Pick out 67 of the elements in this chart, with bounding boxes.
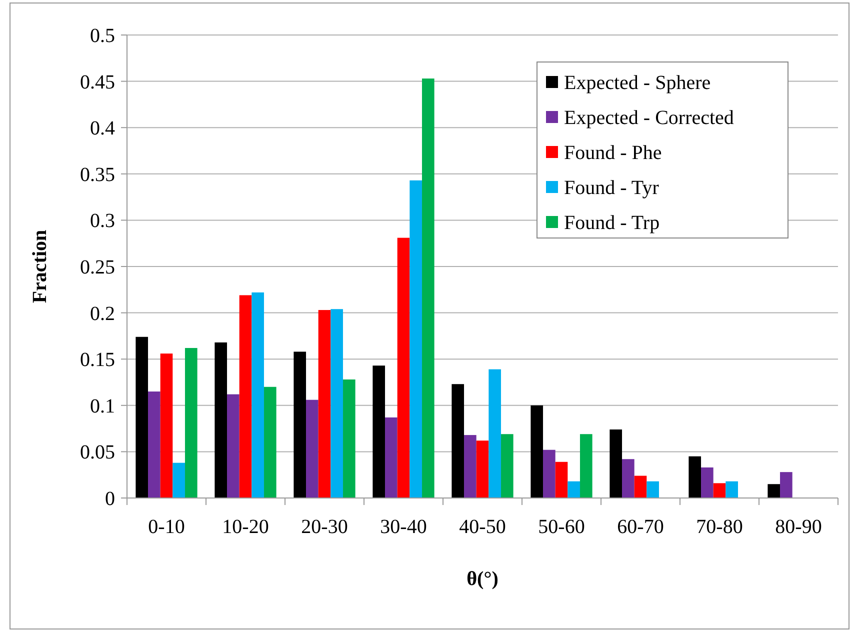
bar [385, 417, 398, 498]
x-tick-label: 70-80 [696, 516, 743, 538]
bar [410, 180, 422, 498]
legend-label: Found - Phe [564, 142, 662, 164]
x-tick-label: 50-60 [538, 516, 585, 538]
y-tick-label: 0.5 [90, 25, 115, 47]
x-tick-label: 0-10 [148, 516, 185, 538]
bar [160, 354, 173, 498]
bar [172, 462, 185, 498]
bar [252, 292, 264, 498]
y-tick-label: 0.35 [80, 164, 115, 186]
bar [543, 450, 556, 498]
legend-label: Found - Tyr [564, 177, 660, 199]
bar [634, 476, 647, 498]
y-tick-label: 0.15 [80, 349, 115, 372]
legend-label: Found - Trp [564, 212, 660, 234]
bar [372, 366, 386, 498]
bar [397, 238, 410, 498]
bar [294, 352, 306, 498]
y-tick-label: 0.2 [90, 302, 115, 325]
x-tick-label: 10-20 [222, 516, 269, 538]
y-tick-label: 0.45 [80, 71, 115, 94]
bar [239, 295, 252, 498]
bar [227, 394, 240, 498]
bar [264, 386, 276, 498]
y-tick-label: 0.05 [80, 442, 115, 464]
bar [464, 435, 476, 498]
bar [318, 310, 331, 498]
bar [452, 384, 464, 498]
x-tick-label: 40-50 [459, 516, 506, 538]
bar [330, 309, 343, 498]
y-tick-label: 0.1 [90, 395, 115, 418]
y-tick-label: 0.25 [80, 256, 115, 278]
x-tick-label: 30-40 [380, 516, 427, 538]
bar [488, 369, 501, 498]
bar [136, 336, 148, 498]
bar [306, 400, 318, 498]
y-tick-label: 0.4 [90, 118, 115, 140]
bar [555, 462, 568, 498]
bar [530, 405, 544, 498]
bar [214, 342, 228, 498]
bar [342, 379, 356, 498]
bar [622, 459, 634, 498]
bar [610, 429, 622, 498]
x-tick-label: 80-90 [775, 516, 822, 538]
bar [184, 348, 198, 498]
bar [688, 456, 702, 498]
bar [568, 481, 580, 498]
y-tick-label: 0.3 [90, 210, 115, 232]
bar [500, 434, 514, 498]
bar [148, 392, 160, 498]
bar [646, 481, 659, 498]
y-axis-title: Fraction [29, 230, 51, 304]
x-tick-label: 60-70 [617, 516, 664, 538]
bar [768, 484, 780, 498]
bar [701, 467, 714, 498]
bar [780, 472, 792, 498]
y-tick-label: 0 [105, 488, 115, 510]
x-axis-title: θ(°) [466, 568, 498, 590]
bar [422, 78, 434, 498]
legend-label: Expected - Sphere [564, 72, 711, 94]
x-tick-label: 20-30 [301, 516, 348, 538]
bar [476, 440, 489, 498]
bar [726, 481, 738, 498]
legend-label: Expected - Corrected [564, 107, 734, 129]
bar [713, 483, 726, 498]
bar [580, 434, 592, 498]
